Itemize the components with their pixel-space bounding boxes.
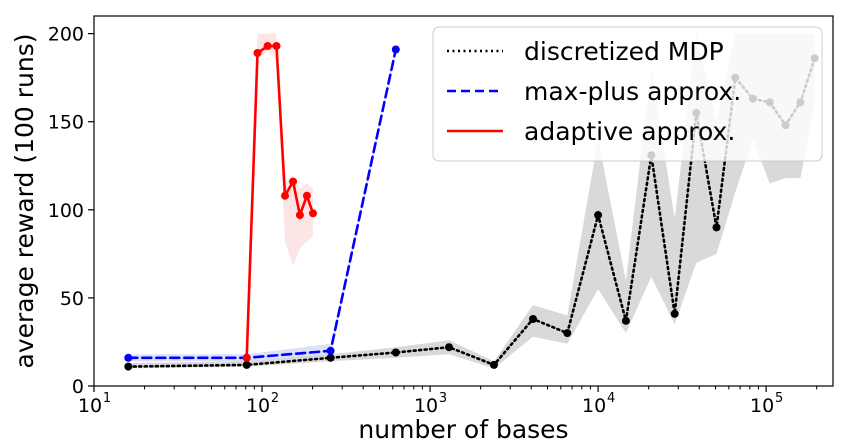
y-tick-label: 100	[48, 200, 84, 222]
legend-box	[432, 26, 823, 162]
y-axis-ticks: 0 50 100 150 200	[48, 24, 94, 398]
y-tick-label: 50	[60, 288, 84, 310]
plot-frame	[93, 15, 834, 387]
point-series-1	[326, 346, 335, 355]
y-tick-label: 0	[72, 376, 84, 398]
point-series-2	[263, 42, 272, 50]
point-series-2	[272, 42, 281, 50]
line-series-1	[127, 48, 398, 360]
point-series-0	[529, 315, 537, 323]
x-tick-exponent: 2	[271, 391, 279, 406]
point-series-2	[302, 191, 311, 200]
x-tick-exponent: 4	[607, 391, 615, 406]
point-series-2	[309, 209, 317, 218]
x-axis-ticks: 10 1 10 2 10 3 10 4 10 5	[78, 386, 818, 417]
point-series-0	[326, 353, 335, 362]
y-axis-label: average reward (100 runs)	[10, 34, 39, 369]
band-series-0	[128, 33, 815, 369]
band-series-1	[128, 47, 396, 362]
point-series-1	[124, 353, 133, 362]
point-series-0	[391, 348, 400, 357]
y-tick-label: 200	[48, 24, 84, 46]
x-tick-exponent: 1	[103, 391, 111, 406]
point-series-0	[242, 360, 251, 369]
x-tick-label: 10	[750, 395, 774, 417]
y-tick-label: 150	[48, 112, 84, 134]
point-series-0	[712, 223, 721, 232]
legend-label: max-plus approx.	[524, 77, 741, 106]
point-series-0	[621, 316, 630, 325]
point-series-0	[124, 362, 133, 371]
point-series-2	[253, 49, 262, 57]
point-series-2	[281, 191, 289, 200]
legend: discretized MDP max-plus approx. adaptive …	[432, 26, 823, 162]
point-series-0	[594, 211, 603, 220]
point-series-0	[490, 360, 498, 369]
x-tick-label: 10	[582, 395, 606, 417]
point-series-0	[670, 309, 679, 318]
x-tick-exponent: 5	[775, 391, 783, 406]
point-series-2	[295, 211, 304, 220]
x-axis-label: number of bases	[358, 415, 568, 444]
x-tick-label: 10	[78, 395, 102, 417]
point-series-1	[391, 45, 400, 54]
x-tick-exponent: 3	[439, 391, 447, 406]
point-series-2	[242, 353, 251, 362]
x-tick-label: 10	[414, 395, 438, 417]
point-series-2	[289, 177, 298, 186]
x-tick-label: 10	[246, 395, 270, 417]
legend-label: discretized MDP	[524, 37, 724, 66]
legend-label: adaptive approx.	[524, 117, 735, 146]
point-series-0	[563, 329, 572, 338]
point-series-0	[445, 343, 453, 352]
